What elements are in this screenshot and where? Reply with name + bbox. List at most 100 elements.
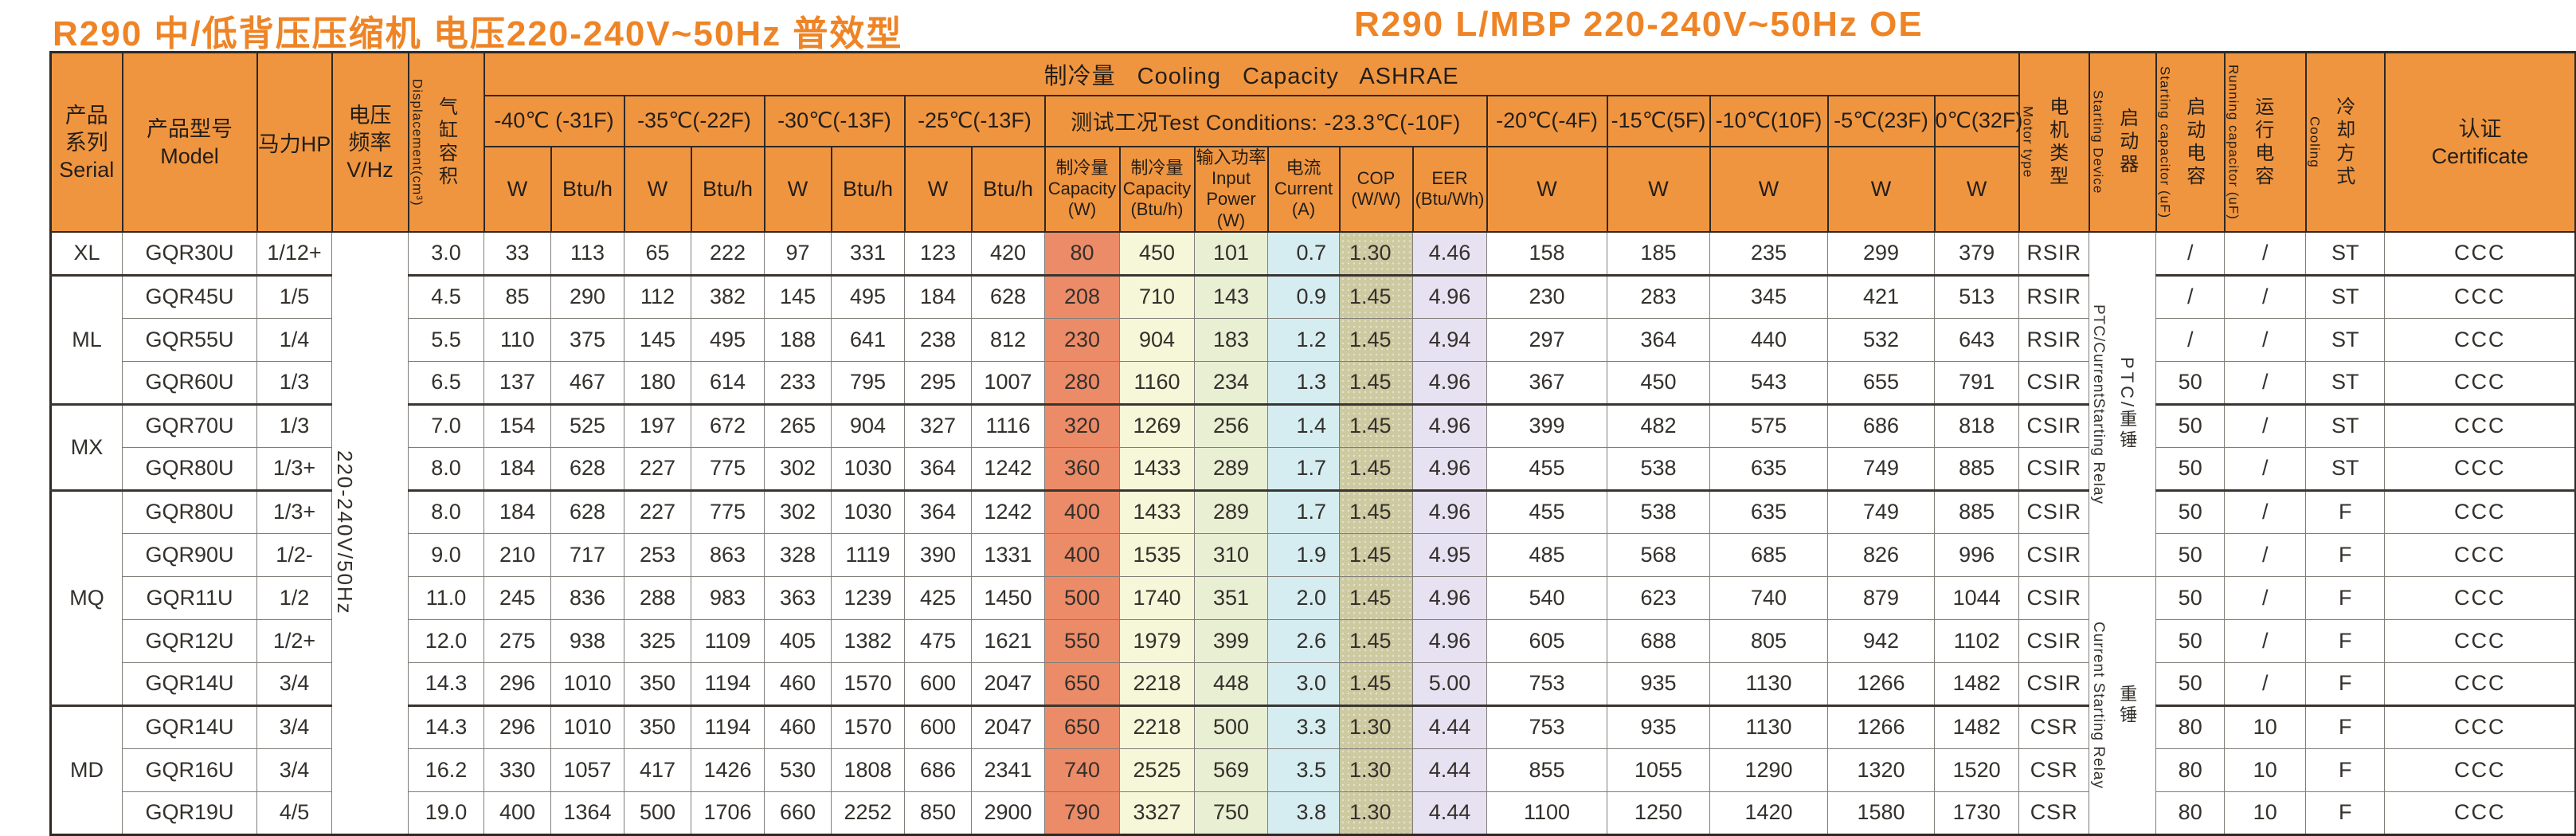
- cell-m30w: 328: [764, 532, 832, 577]
- cell-t0: 1520: [1933, 748, 2020, 792]
- header-displacement-zh: 气缸容积: [435, 96, 457, 189]
- header-voltage-frequency: 电压 频率 V/Hz: [331, 51, 409, 234]
- header-eer: EER (Btu/Wh): [1411, 145, 1488, 234]
- running-cap-cell: 10: [2224, 791, 2307, 835]
- running-cap-cell: /: [2224, 575, 2307, 620]
- hp-cell: 1/3+: [256, 446, 332, 491]
- header-serial: 产品 系列 Serial: [49, 51, 123, 234]
- cell-ab: 1740: [1119, 575, 1195, 620]
- certificate-cell: CCC: [2384, 489, 2576, 534]
- displacement-cell: 4.5: [408, 273, 484, 319]
- cell-m30w: 530: [764, 748, 832, 792]
- cell-m25b: 628: [971, 273, 1045, 319]
- header-motor-type: Motor type 电机类型: [2018, 51, 2090, 234]
- cell-m40b: 1010: [550, 704, 624, 749]
- cell-m35w: 325: [624, 618, 691, 663]
- cell-m35b: 1194: [691, 704, 765, 749]
- hp-cell: 3/4: [256, 748, 332, 792]
- model-cell: GQR11U: [122, 575, 257, 620]
- cell-ab: 1433: [1119, 446, 1195, 491]
- motor-type-cell: CSIR: [2018, 360, 2090, 405]
- cell-m30w: 460: [764, 704, 832, 749]
- header-hp: 马力HP: [256, 51, 333, 234]
- hp-cell: 1/5: [256, 273, 332, 319]
- cell-cop: 1.30: [1339, 791, 1413, 835]
- model-cell: GQR19U: [122, 791, 257, 835]
- cell-cop: 1.30: [1339, 704, 1413, 749]
- cooling-cell: F: [2305, 489, 2386, 534]
- running-cap-cell: /: [2224, 402, 2307, 448]
- cooling-cell: F: [2305, 532, 2386, 577]
- cell-t20: 855: [1486, 748, 1607, 792]
- cell-cur: 1.9: [1267, 532, 1340, 577]
- cooling-cell: ST: [2305, 402, 2386, 448]
- header-cooling-text: Cooling 冷却方式: [2307, 96, 2441, 189]
- table-row: MQ GQR80U 1/3+ 8.0 184 628 227 775 302 1030 364 124…: [50, 489, 2576, 706]
- cell-m25w: 425: [904, 575, 972, 620]
- cell-m25w: 475: [904, 618, 972, 663]
- cell-m35w: 145: [624, 317, 691, 362]
- cell-m25w: 600: [904, 704, 972, 749]
- starting-device-en: Current Starting Relay: [2090, 621, 2108, 789]
- starting-cap-cell: /: [2155, 273, 2226, 319]
- cell-m40w: 137: [483, 360, 551, 405]
- cell-ip: 448: [1194, 661, 1268, 706]
- running-cap-cell: /: [2224, 489, 2307, 534]
- cell-m35w: 417: [624, 748, 691, 792]
- starting-device-cell: Current Starting Relay 重锤: [2089, 575, 2157, 835]
- cell-t10: 805: [1709, 618, 1828, 663]
- cell-t15: 623: [1607, 575, 1710, 620]
- cell-ab: 1269: [1119, 402, 1195, 448]
- header-unit-w-0: W: [1933, 145, 2020, 234]
- header-temp-minus20: -20℃(-4F): [1486, 94, 1608, 147]
- cell-m35b: 1194: [691, 661, 765, 706]
- header-starting-device: Starting Device 启动器: [2088, 51, 2157, 234]
- cell-ip: 569: [1194, 748, 1268, 792]
- cell-ip: 289: [1194, 489, 1268, 534]
- cell-t0: 885: [1933, 489, 2020, 534]
- header-ashrae-capacity-w: 制冷量 Capacity (W): [1043, 145, 1121, 234]
- starting-cap-cell: 50: [2155, 661, 2226, 706]
- cell-m35w: 227: [624, 446, 691, 491]
- cell-m35b: 495: [691, 317, 765, 362]
- table-row: GQR19U 4/5 19.0 400 1364 500 1706 660 2252 850 290…: [51, 791, 2576, 835]
- motor-type-cell: RSIR: [2018, 317, 2090, 362]
- cell-eer: 4.94: [1412, 317, 1487, 362]
- cell-t15: 935: [1607, 661, 1710, 706]
- cell-m30w: 302: [764, 446, 832, 491]
- header-test-conditions: 测试工况Test Conditions: -23.3℃(-10F): [1043, 94, 1488, 147]
- starting-device-zh: 重锤: [2117, 684, 2138, 726]
- table-row: MD GQR14U 3/4 14.3 296 1010 350 1194 460 1570 600 2…: [50, 704, 2576, 835]
- cell-aw: 740: [1044, 748, 1120, 792]
- cell-m25b: 1242: [971, 489, 1045, 534]
- certificate-cell: CCC: [2384, 791, 2576, 835]
- cell-m40w: 330: [483, 748, 551, 792]
- serial-group-label: ML: [50, 273, 123, 405]
- cell-m25w: 364: [904, 446, 972, 491]
- cell-t5: 1266: [1827, 661, 1935, 706]
- voltage-cell: 220-240V/50Hz: [331, 231, 409, 835]
- starting-cap-cell: 80: [2155, 791, 2226, 835]
- cell-cur: 1.4: [1267, 402, 1340, 448]
- cell-m25w: 123: [904, 231, 972, 276]
- table-header: 产品 系列 Serial 产品型号 Model 马力HP 电压 频率 V/Hz …: [49, 51, 2576, 234]
- starting-cap-cell: 50: [2155, 532, 2226, 577]
- model-cell: GQR60U: [122, 360, 257, 405]
- table-row: GQR60U 1/3 6.5 137 467 180 614 233 795 295 1007 280…: [51, 360, 2576, 405]
- cell-aw: 230: [1044, 317, 1120, 362]
- cell-m40w: 400: [483, 791, 551, 835]
- cell-t20: 1100: [1486, 791, 1607, 835]
- cell-t15: 538: [1607, 446, 1710, 491]
- cooling-cell: F: [2305, 575, 2386, 620]
- cell-m30b: 1570: [831, 661, 905, 706]
- header-starting-capacitor: Starting capacitor (uF) 启动电容: [2155, 51, 2226, 234]
- header-unit-w-m15: W: [1606, 145, 1711, 234]
- certificate-cell: CCC: [2384, 402, 2576, 448]
- certificate-cell: CCC: [2384, 360, 2576, 405]
- cell-t10: 543: [1709, 360, 1828, 405]
- cell-ab: 1535: [1119, 532, 1195, 577]
- cell-m25w: 686: [904, 748, 972, 792]
- cell-m40b: 375: [550, 317, 624, 362]
- certificate-cell: CCC: [2384, 618, 2576, 663]
- cell-t20: 605: [1486, 618, 1607, 663]
